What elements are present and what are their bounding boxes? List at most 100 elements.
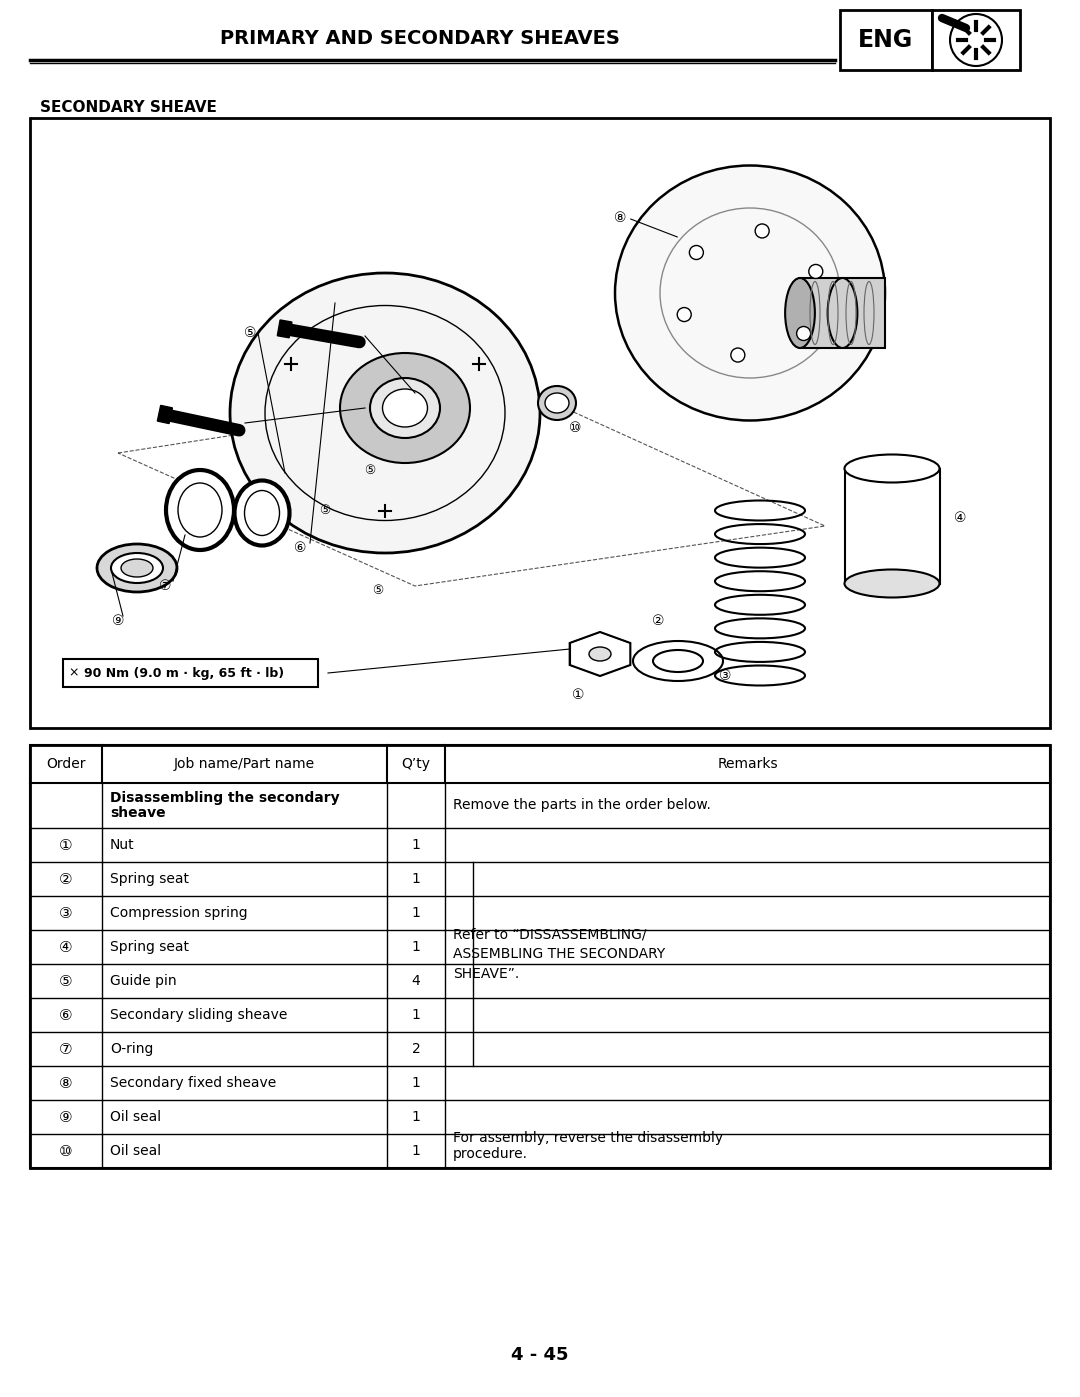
Circle shape [809,264,823,278]
Text: 4: 4 [411,974,420,988]
Text: 1: 1 [411,1144,420,1158]
Ellipse shape [178,483,222,536]
Polygon shape [278,320,292,338]
Ellipse shape [845,454,940,482]
Ellipse shape [827,278,858,348]
Bar [63,659,318,687]
Ellipse shape [340,353,470,462]
Text: 2: 2 [411,1042,420,1056]
Text: ⑥: ⑥ [294,541,307,555]
Text: ENG: ENG [859,28,914,52]
Ellipse shape [545,393,569,414]
Text: Spring seat: Spring seat [110,872,189,886]
Polygon shape [845,468,940,584]
Text: ⑦: ⑦ [159,578,172,592]
Ellipse shape [230,272,540,553]
Text: SECONDARY SHEAVE: SECONDARY SHEAVE [40,101,217,115]
Text: Job name/Part name: Job name/Part name [174,757,315,771]
Text: sheave: sheave [110,806,165,820]
Text: Secondary fixed sheave: Secondary fixed sheave [110,1076,276,1090]
Circle shape [677,307,691,321]
Ellipse shape [370,379,440,439]
Text: 1: 1 [411,1076,420,1090]
Circle shape [950,14,1002,66]
Circle shape [797,327,811,341]
Bar [932,10,1020,70]
Bar [840,10,932,70]
Text: O-ring: O-ring [110,1042,153,1056]
Text: For assembly, reverse the disassembly
procedure.: For assembly, reverse the disassembly pr… [453,1132,724,1161]
Circle shape [731,348,745,362]
Text: PRIMARY AND SECONDARY SHEAVES: PRIMARY AND SECONDARY SHEAVES [220,28,620,47]
Text: Guide pin: Guide pin [110,974,177,988]
Text: 90 Nm (9.0 m · kg, 65 ft · lb): 90 Nm (9.0 m · kg, 65 ft · lb) [84,666,284,679]
Text: Remove the parts in the order below.: Remove the parts in the order below. [453,799,711,813]
Ellipse shape [589,647,611,661]
Ellipse shape [845,570,940,598]
Ellipse shape [538,386,576,420]
Text: ②: ② [59,872,72,887]
Ellipse shape [244,490,280,535]
Text: ⑤: ⑤ [364,464,376,476]
Ellipse shape [265,306,505,521]
Text: ④: ④ [59,940,72,954]
Ellipse shape [382,388,428,427]
Text: ⑨: ⑨ [59,1109,72,1125]
Ellipse shape [234,481,289,545]
Bar [30,745,1050,1168]
Ellipse shape [785,278,815,348]
Text: ⑤: ⑤ [59,974,72,989]
Ellipse shape [166,469,234,550]
Text: ①: ① [59,837,72,852]
Circle shape [966,29,986,50]
Bar [30,745,1050,1168]
Text: Order: Order [46,757,85,771]
Circle shape [755,224,769,237]
Text: 1: 1 [411,1009,420,1023]
Ellipse shape [111,553,163,583]
Text: Oil seal: Oil seal [110,1144,161,1158]
Text: Secondary sliding sheave: Secondary sliding sheave [110,1009,287,1023]
Text: 1: 1 [411,907,420,921]
Text: 4 - 45: 4 - 45 [511,1345,569,1363]
Text: 1: 1 [411,872,420,886]
Text: Nut: Nut [110,838,135,852]
Text: 1: 1 [411,1111,420,1125]
Text: ⑤: ⑤ [373,584,383,597]
Text: Oil seal: Oil seal [110,1111,161,1125]
Text: ⨯: ⨯ [68,666,79,679]
Text: Spring seat: Spring seat [110,940,189,954]
Ellipse shape [653,650,703,672]
Circle shape [689,246,703,260]
Text: Q’ty: Q’ty [402,757,431,771]
Polygon shape [800,278,885,348]
Ellipse shape [97,543,177,592]
Ellipse shape [615,165,885,420]
Text: ⑥: ⑥ [59,1007,72,1023]
Text: ①: ① [571,687,584,703]
Circle shape [958,22,994,59]
Text: Remarks: Remarks [717,757,778,771]
Text: ⑧: ⑧ [613,211,626,225]
Text: 1: 1 [411,940,420,954]
Bar [30,117,1050,728]
Text: Refer to “DISSASSEMBLING/
ASSEMBLING THE SECONDARY
SHEAVE”.: Refer to “DISSASSEMBLING/ ASSEMBLING THE… [453,928,665,981]
Text: ⑨: ⑨ [111,615,124,629]
Text: ⑤: ⑤ [244,326,256,339]
Text: ③: ③ [719,669,731,683]
Text: ④: ④ [954,511,967,525]
Ellipse shape [660,208,840,379]
Text: 1: 1 [411,838,420,852]
Text: ⑤: ⑤ [320,503,330,517]
Polygon shape [158,405,173,423]
Ellipse shape [633,641,723,680]
Polygon shape [569,631,631,676]
Text: ⑦: ⑦ [59,1042,72,1056]
Text: ⑩: ⑩ [59,1144,72,1158]
Text: ⑩: ⑩ [569,420,581,434]
Text: ⑧: ⑧ [59,1076,72,1091]
Text: Disassembling the secondary: Disassembling the secondary [110,791,339,805]
Text: ②: ② [651,615,664,629]
Text: ③: ③ [59,905,72,921]
Ellipse shape [121,559,153,577]
